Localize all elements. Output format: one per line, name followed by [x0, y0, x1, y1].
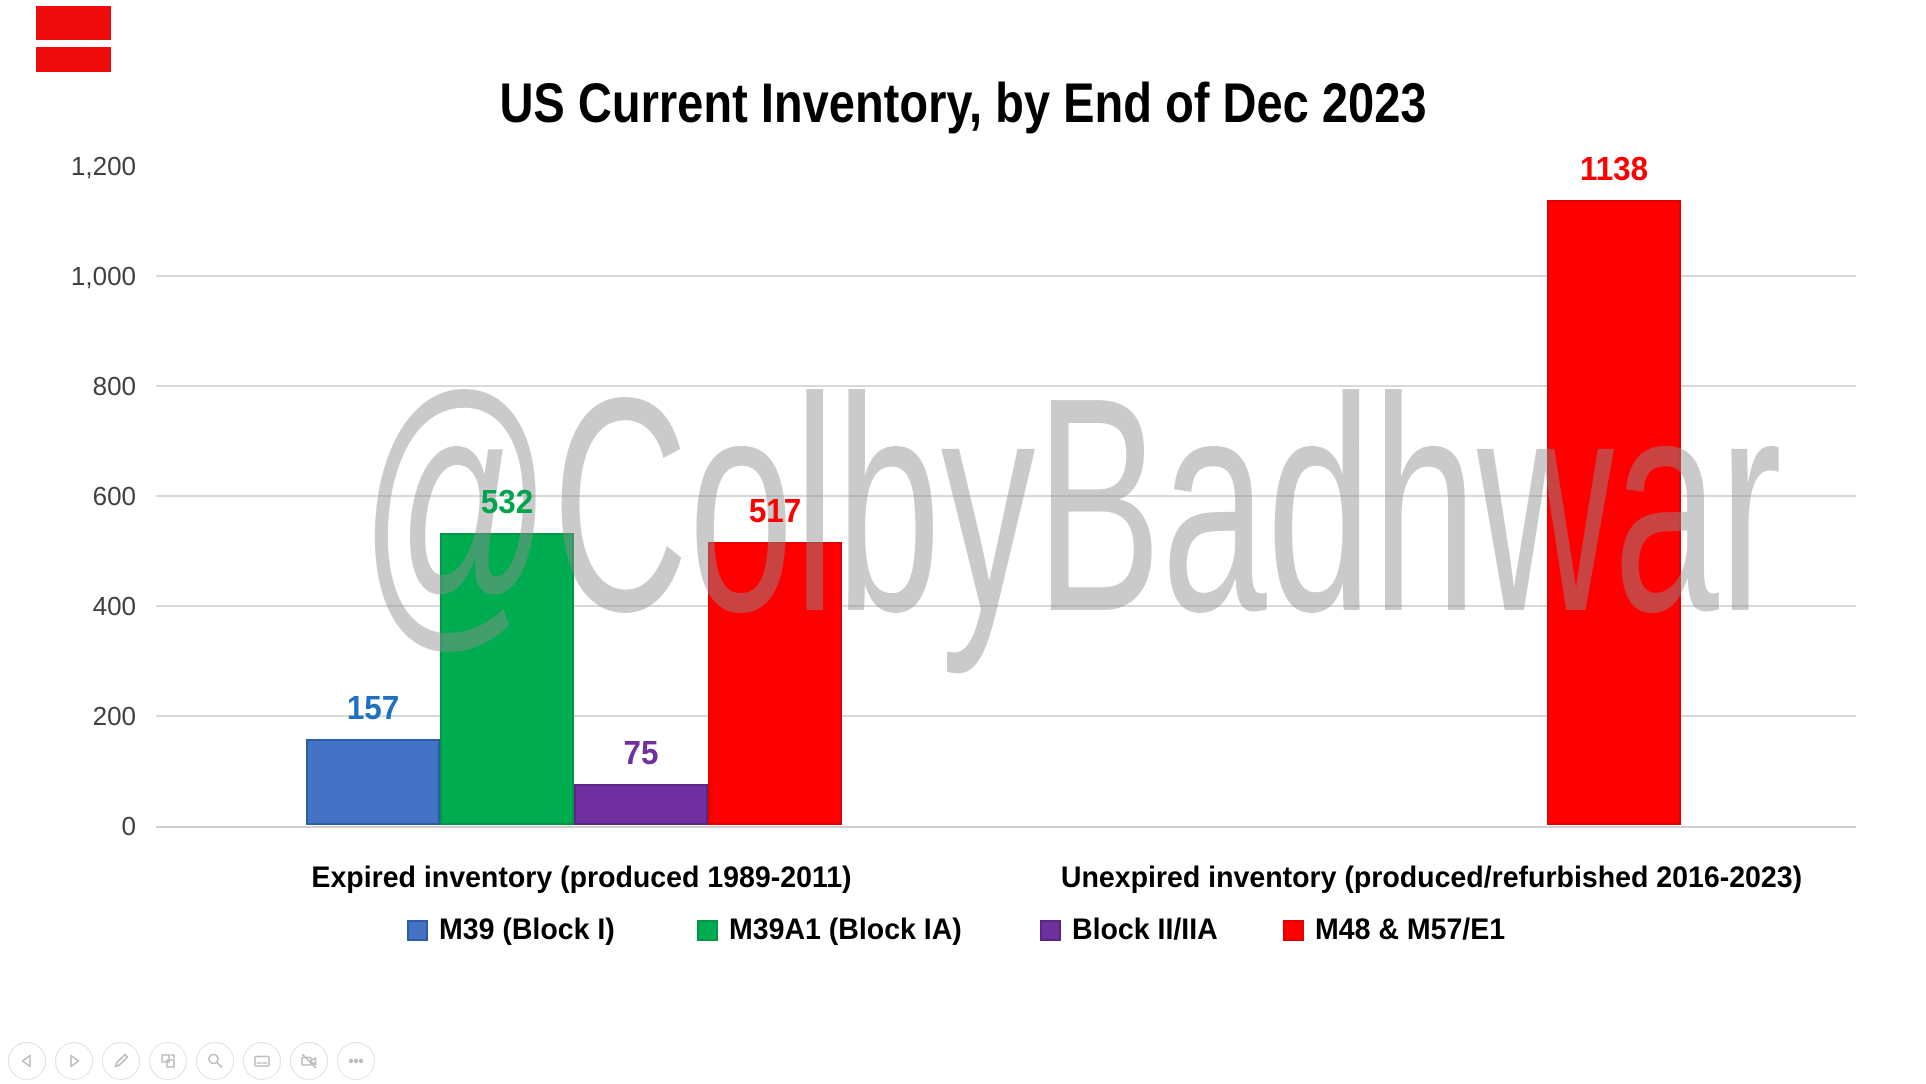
legend-label: Block II/IIA [1072, 913, 1218, 946]
legend-label: M39A1 (Block IA) [729, 913, 962, 946]
watermark: @ColbyBadhwar [360, 334, 1782, 675]
legend-label: M48 & M57/E1 [1315, 913, 1506, 946]
captions-icon[interactable] [243, 1042, 281, 1080]
legend-item-block-ii: Block II/IIA [1040, 913, 1225, 946]
legend-swatch-blue [407, 919, 428, 941]
bar [1547, 200, 1681, 826]
see-all-slides-icon[interactable] [149, 1042, 187, 1080]
gridline [156, 494, 1856, 497]
bar-value-label: 75 [623, 734, 659, 772]
y-axis-tick-label: 1,200 [70, 151, 136, 182]
previous-slide-icon[interactable] [8, 1042, 46, 1080]
bar [708, 541, 842, 826]
bar [306, 739, 440, 826]
gridline [156, 275, 1856, 278]
bar-value-label: 157 [346, 689, 400, 727]
chart-title: US Current Inventory, by End of Dec 2023 [499, 71, 1427, 134]
bar [440, 533, 574, 826]
zoom-icon[interactable] [196, 1042, 234, 1080]
legend-item-m39: M39 (Block I) [407, 913, 624, 946]
bar-value-label: 1138 [1579, 150, 1649, 188]
bar-value-label: 532 [480, 483, 534, 521]
legend-swatch-red [1283, 919, 1304, 941]
y-axis-tick-label: 800 [92, 371, 136, 402]
legend-item-m39a1: M39A1 (Block IA) [697, 913, 974, 946]
more-options-icon[interactable] [337, 1042, 375, 1080]
pen-icon[interactable] [102, 1042, 140, 1080]
y-axis-tick-label: 400 [92, 590, 136, 621]
gridline [156, 604, 1856, 607]
y-axis-tick-label: 600 [92, 480, 136, 511]
legend-item-m48: M48 & M57/E1 [1283, 913, 1515, 946]
x-axis-line [156, 825, 1856, 828]
bar-value-label: 517 [748, 491, 802, 529]
gridline [156, 714, 1856, 717]
category-label-unexpired: Unexpired inventory (produced/refurbishe… [1060, 861, 1803, 894]
category-label-expired: Expired inventory (produced 1989-2011) [311, 861, 852, 894]
next-slide-icon[interactable] [55, 1042, 93, 1080]
y-axis-tick-label: 200 [92, 700, 136, 731]
red-annotation-box-1 [36, 6, 111, 40]
camera-off-icon[interactable] [290, 1042, 328, 1080]
legend-label: M39 (Block I) [439, 913, 615, 946]
y-axis-tick-label: 0 [121, 810, 136, 841]
red-annotation-box-2 [36, 47, 111, 72]
legend-swatch-purple [1040, 919, 1061, 941]
gridline [156, 385, 1856, 388]
y-axis-tick-label: 1,000 [70, 261, 136, 292]
presenter-control-bar [8, 1042, 375, 1080]
bar [574, 784, 708, 826]
legend-swatch-green [697, 919, 718, 941]
